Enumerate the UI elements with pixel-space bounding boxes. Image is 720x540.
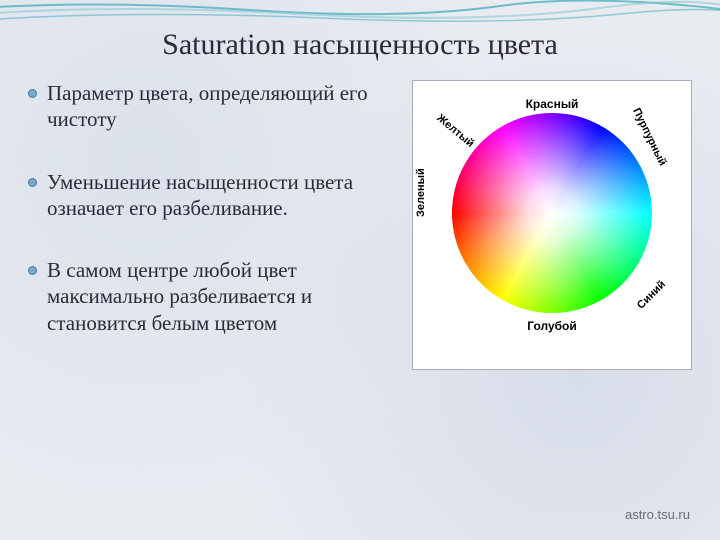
color-wheel-diagram: Красный Желтый Пурпурный Зеленый Синий Г…	[412, 80, 692, 370]
content-area: Параметр цвета, определяющий его чистоту…	[0, 70, 720, 372]
bullet-dot-icon	[28, 178, 37, 187]
wheel-label-cyan: Голубой	[527, 319, 577, 333]
bullet-item: Уменьшение насыщенности цвета означает е…	[28, 169, 402, 222]
bullet-dot-icon	[28, 266, 37, 275]
bullet-item: В самом центре любой цвет максимально ра…	[28, 257, 402, 336]
bullet-list: Параметр цвета, определяющий его чистоту…	[28, 80, 412, 372]
footer-source: astro.tsu.ru	[625, 507, 690, 522]
wheel-label-red: Красный	[526, 97, 579, 111]
bullet-item: Параметр цвета, определяющий его чистоту	[28, 80, 402, 133]
wheel-label-green: Зеленый	[415, 168, 427, 217]
bullet-text: Уменьшение насыщенности цвета означает е…	[47, 169, 402, 222]
wheel-label-blue: Синий	[635, 278, 668, 311]
bullet-text: В самом центре любой цвет максимально ра…	[47, 257, 402, 336]
color-wheel-icon	[452, 113, 652, 313]
slide-title: Saturation насыщенность цвета	[0, 0, 720, 70]
wheel-label-yellow: Желтый	[434, 112, 476, 150]
bullet-text: Параметр цвета, определяющий его чистоту	[47, 80, 402, 133]
bullet-dot-icon	[28, 89, 37, 98]
